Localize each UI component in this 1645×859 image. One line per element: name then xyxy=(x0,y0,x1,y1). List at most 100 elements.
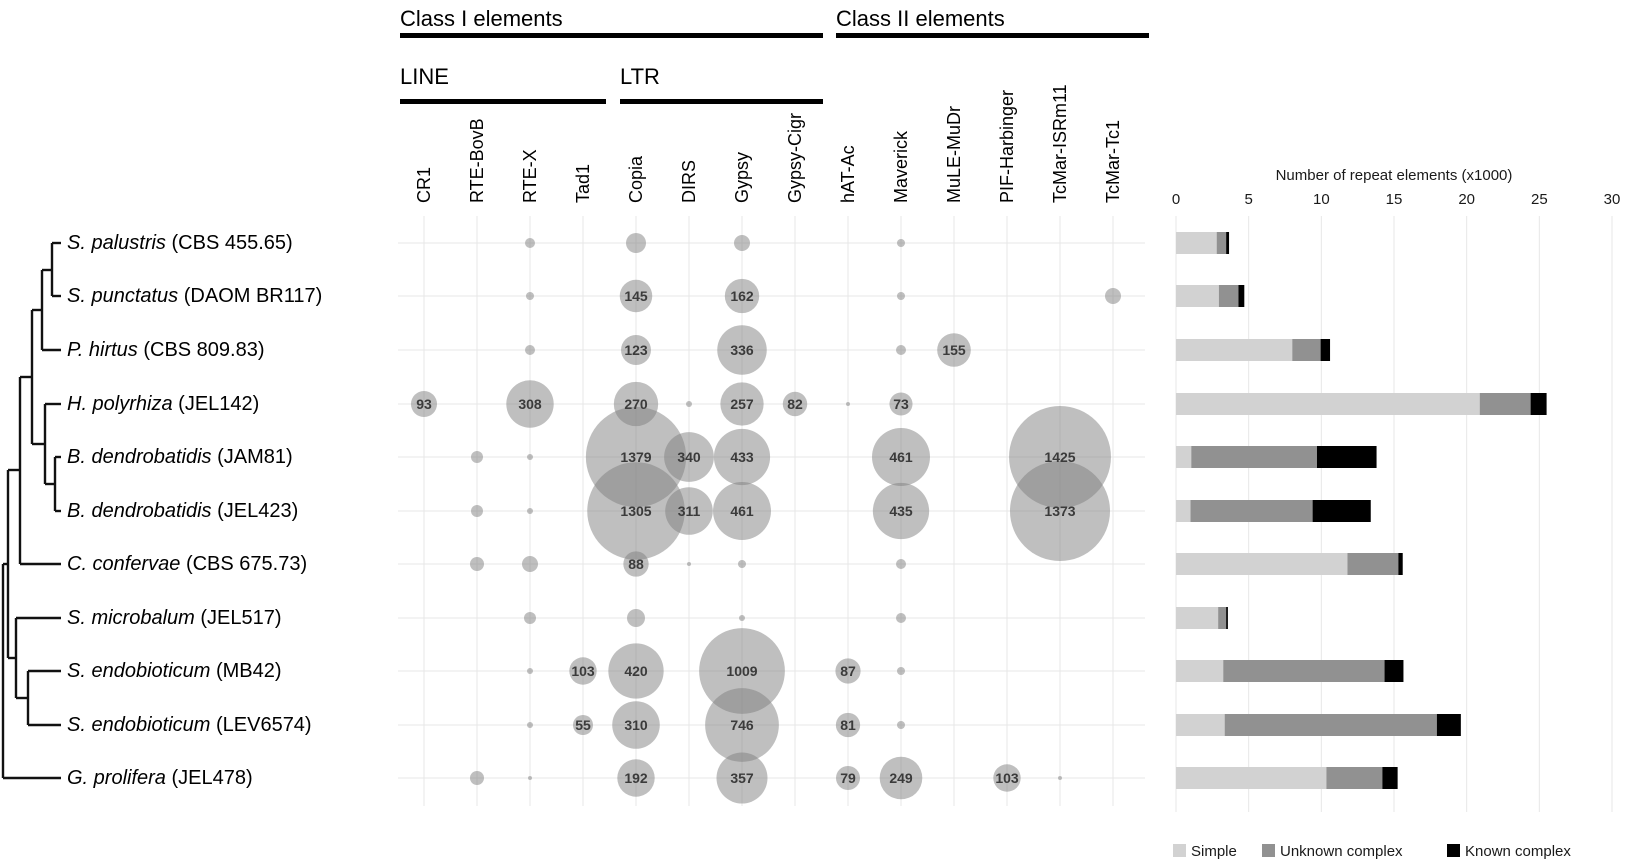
species-label-row-4: B. dendrobatidis (JAM81) xyxy=(67,444,293,470)
bubble-9-rte-x xyxy=(527,722,533,728)
bubble-3-dirs xyxy=(686,401,692,407)
bubble-value: 79 xyxy=(840,770,856,786)
strain-name: (CBS 675.73) xyxy=(180,553,308,575)
bubble-value: 249 xyxy=(889,770,913,786)
column-label-hat-ac: hAT-Ac xyxy=(838,145,858,203)
bar-1-unknown-complex xyxy=(1218,285,1239,307)
bubble-8-rte-x xyxy=(527,668,533,674)
strain-name: (JEL517) xyxy=(194,607,282,629)
bubble-5-rte-x xyxy=(527,508,533,514)
bubble-value: 435 xyxy=(889,503,913,519)
class1-header: Class I elements xyxy=(400,6,563,31)
matrix-column-labels: CR1 RTE-BovB RTE-X Tad1 Copia DIRS Gypsy Gypsy-… xyxy=(414,84,1123,203)
bubble-2-copia xyxy=(621,335,651,365)
class1-underline xyxy=(400,33,823,38)
bubble-value: 73 xyxy=(893,396,909,412)
legend-label-unknown-complex: Unknown complex xyxy=(1280,843,1403,859)
bar-4-unknown-complex xyxy=(1191,446,1317,468)
bubble-4-dirs xyxy=(664,432,714,482)
species-label-row-1: S. punctatus (DAOM BR117) xyxy=(67,283,322,309)
bubble-2-mule-mudr xyxy=(937,333,971,367)
species-label-row-3: H. polyrhiza (JEL142) xyxy=(67,391,259,417)
bubble-1-tcmar-tc1 xyxy=(1105,288,1121,304)
strain-name: (JEL423) xyxy=(211,500,299,522)
bar-4-simple xyxy=(1176,446,1192,468)
bar-3-simple xyxy=(1176,393,1480,415)
species-label-row-2: P. hirtus (CBS 809.83) xyxy=(67,337,265,363)
bar-9-known-complex xyxy=(1436,714,1461,736)
strain-name: (CBS 809.83) xyxy=(137,339,265,361)
legend: Simple Unknown complex Known complex xyxy=(1173,843,1571,859)
bubble-10-rte-bovb xyxy=(470,771,484,785)
barchart-axis: Number of repeat elements (x1000) 0 5 10 15 2… xyxy=(1172,167,1621,208)
species-name: S. microbalum xyxy=(67,607,195,629)
bar-10-known-complex xyxy=(1382,767,1398,789)
bubble-value: 270 xyxy=(624,396,648,412)
bubble-7-copia xyxy=(627,609,645,627)
bubble-value: 103 xyxy=(571,663,595,679)
bar-5-known-complex xyxy=(1312,500,1371,522)
bubble-10-copia xyxy=(617,759,655,797)
bubble-10-maverick xyxy=(879,756,923,800)
bubble-value: 461 xyxy=(730,503,754,519)
species-name: B. dendrobatidis xyxy=(67,500,212,522)
bubble-0-rte-x xyxy=(525,238,535,248)
bubble-value: 87 xyxy=(840,663,856,679)
bubble-value: 311 xyxy=(678,503,701,519)
bubble-value: 155 xyxy=(942,342,966,358)
column-label-gypsy: Gypsy xyxy=(732,152,752,203)
bubble-3-gypsy xyxy=(720,382,764,426)
bar-9-simple xyxy=(1176,714,1225,736)
legend-label-known-complex: Known complex xyxy=(1465,843,1571,859)
strain-name: (DAOM BR117) xyxy=(178,285,323,307)
bubble-value: 81 xyxy=(840,717,856,733)
species-name: S. endobioticum xyxy=(67,714,211,736)
bubble-value: 357 xyxy=(730,770,754,786)
bubble-value: 82 xyxy=(787,396,803,412)
bubble-value: 746 xyxy=(730,717,754,733)
strain-name: (CBS 455.65) xyxy=(165,232,293,254)
bubble-4-gypsy xyxy=(713,428,771,486)
species-label-row-8: S. endobioticum (MB42) xyxy=(67,658,282,684)
bubble-5-copia xyxy=(587,462,685,560)
bubble-6-rte-x xyxy=(522,556,538,572)
bar-7-unknown-complex xyxy=(1218,607,1227,629)
bar-7-known-complex xyxy=(1226,607,1228,629)
bubble-6-copia xyxy=(623,551,649,577)
bubble-value: 461 xyxy=(889,449,913,465)
bubble-value: 1305 xyxy=(620,503,651,519)
bubble-4-maverick xyxy=(872,428,930,486)
bubble-6-rte-bovb xyxy=(470,557,484,571)
species-label-row-7: S. microbalum (JEL517) xyxy=(67,605,282,631)
bar-1-known-complex xyxy=(1238,285,1245,307)
bar-3-unknown-complex xyxy=(1479,393,1531,415)
bubble-5-dirs xyxy=(665,487,713,535)
axis-tick-label: 20 xyxy=(1458,191,1475,208)
bubble-10-hat-ac xyxy=(836,766,860,790)
column-label-dirs: DIRS xyxy=(679,160,699,203)
ltr-subheader: LTR xyxy=(620,64,660,89)
line-underline xyxy=(400,99,606,104)
bubble-2-rte-x xyxy=(525,345,535,355)
species-name: G. prolifera xyxy=(67,767,166,789)
axis-tick-label: 5 xyxy=(1244,191,1252,208)
bubble-value: 1425 xyxy=(1044,449,1075,465)
bar-2-unknown-complex xyxy=(1292,339,1321,361)
legend-swatch-simple xyxy=(1173,844,1186,857)
class2-underline xyxy=(836,33,1149,38)
bubble-value: 340 xyxy=(677,449,701,465)
legend-label-simple: Simple xyxy=(1191,843,1237,859)
species-label-row-5: B. dendrobatidis (JEL423) xyxy=(67,498,298,524)
bubble-value: 433 xyxy=(730,449,754,465)
bubble-1-maverick xyxy=(897,292,905,300)
class2-header: Class II elements xyxy=(836,6,1005,31)
bar-0-simple xyxy=(1176,232,1217,254)
bubble-5-tcmar-isrm11 xyxy=(1009,460,1111,562)
bubble-5-gypsy xyxy=(713,482,771,540)
bubble-value: 88 xyxy=(628,556,644,572)
bubble-value: 308 xyxy=(518,396,542,412)
strain-name: (JAM81) xyxy=(211,446,293,468)
bar-4-known-complex xyxy=(1316,446,1377,468)
